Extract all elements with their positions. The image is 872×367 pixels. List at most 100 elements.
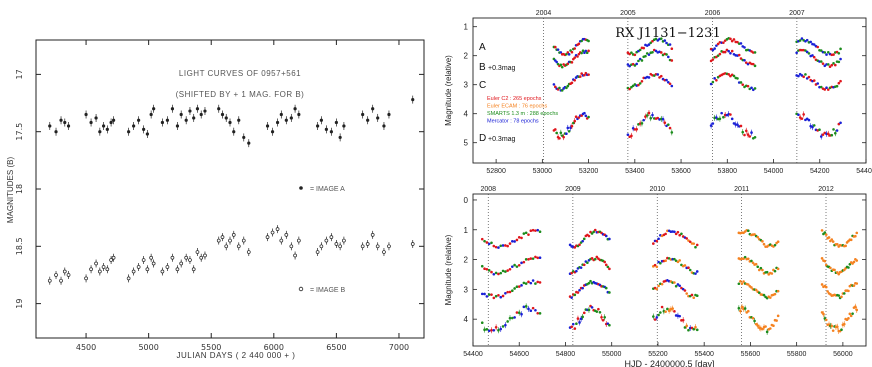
bottom-right-curve-C-point xyxy=(673,281,676,284)
left-x-tick-label: 4500 xyxy=(76,343,96,352)
bottom-right-y-tick-label: 4 xyxy=(464,315,469,324)
top-right-curve-A-point xyxy=(553,45,557,49)
image-a-point xyxy=(275,120,280,125)
bottom-right-curve-D-point xyxy=(597,307,600,311)
bottom-right-curve-C-point xyxy=(536,280,540,284)
bottom-right-curve-C-point xyxy=(604,286,608,290)
bottom-right-curve-B-point xyxy=(855,259,859,262)
image-a-point xyxy=(94,116,98,120)
top-right-curve-D-point xyxy=(736,123,739,126)
top-right-curve-A-point xyxy=(739,42,743,45)
top-right-curve-A-point xyxy=(580,39,583,43)
top-right-curve-D-point xyxy=(574,115,578,119)
bottom-right-curve-A-point xyxy=(483,239,486,243)
bottom-right-curve-C-point xyxy=(508,290,512,294)
bottom-right-curve-C-point xyxy=(497,293,500,297)
bottom-right-curve-A-point xyxy=(830,238,834,241)
bottom-right-curve-D-point xyxy=(776,314,780,318)
image-b-point xyxy=(62,269,67,274)
image-b-point xyxy=(188,258,192,262)
image-b-point xyxy=(360,244,365,249)
curve-label-d-offset: +0.3mag xyxy=(488,136,516,143)
bottom-right-curve-B-point xyxy=(683,264,687,267)
bottom-right-curve-D-point xyxy=(678,314,681,318)
top-right-curve-D-point xyxy=(670,131,674,134)
top-right-curve-C-point xyxy=(835,84,839,88)
image-a-point xyxy=(89,120,93,125)
image-b-point xyxy=(293,253,297,258)
top-right-curve-D-point xyxy=(566,126,570,130)
top-right-curve-D-point xyxy=(656,116,660,120)
bottom-right-curve-C-point xyxy=(576,291,580,294)
top-right-curve-D-point xyxy=(812,124,816,127)
top-right-curve-D-point xyxy=(741,130,745,134)
top-right-curve-A-point xyxy=(663,39,667,42)
top-right-curve-A-point xyxy=(569,49,572,52)
top-right-curve-C-point xyxy=(570,81,574,85)
bottom-right-chart: 54400 54600 54800 55000 55200 55400 55600 55800… xyxy=(444,186,867,367)
top-right-curve-A-point xyxy=(670,47,674,50)
top-right-curve-C-point xyxy=(566,84,570,88)
top-right-curve-C-point xyxy=(713,77,716,80)
image-b-point xyxy=(324,238,329,243)
top-right-curve-D-point xyxy=(584,114,588,118)
bottom-right-curve-A-point xyxy=(664,232,667,236)
bottom-right-curve-D-point xyxy=(590,306,594,309)
top-right-curve-D-point xyxy=(577,116,581,119)
top-right-curve-B-point xyxy=(709,59,713,63)
image-a-point xyxy=(137,118,141,122)
bottom-right-curve-A-point xyxy=(587,234,591,238)
top-right-curve-B-point xyxy=(584,49,588,53)
bottom-right-curve-D-point xyxy=(483,328,486,331)
bottom-right-curve-D-point xyxy=(664,310,667,313)
bottom-right-year-label: 2012 xyxy=(818,186,834,193)
image-b-point xyxy=(59,278,63,283)
bottom-right-x-tick-label: 54400 xyxy=(463,351,483,358)
bottom-right-curve-B-point xyxy=(508,267,512,271)
top-right-curve-B-point xyxy=(833,63,837,67)
top-right-curve-D-point xyxy=(835,129,839,132)
top-right-curve-C-point xyxy=(560,89,564,92)
image-a-point xyxy=(84,112,88,117)
bottom-right-curve-C-point xyxy=(855,282,859,285)
top-right-curve-A-point xyxy=(628,52,631,56)
bottom-right-curve-B-point xyxy=(606,265,610,269)
bottom-right-curve-A-point xyxy=(511,239,514,243)
top-right-curve-C-point xyxy=(659,74,663,78)
bottom-right-curve-A-point xyxy=(673,230,676,234)
image-b-point xyxy=(231,232,236,237)
bottom-right-curve-B-point xyxy=(531,257,535,260)
top-right-curve-D-point xyxy=(640,122,644,125)
bottom-right-x-tick-label: 55800 xyxy=(787,351,807,358)
top-right-curve-B-point xyxy=(823,64,827,68)
bottom-right-curve-A-point xyxy=(513,240,516,243)
top-right-year-label: 2005 xyxy=(620,10,636,17)
bottom-right-curve-B-point xyxy=(673,257,676,261)
top-right-curve-B-point xyxy=(651,50,654,54)
image-b-point xyxy=(131,269,136,274)
top-right-curve-B-point xyxy=(570,61,574,64)
top-right-curve-B-point xyxy=(730,49,734,53)
bottom-right-curve-B-point xyxy=(487,269,491,272)
bottom-right-curve-C-point xyxy=(480,292,484,296)
curve-label-b: B xyxy=(479,62,486,73)
top-right-curve-B-point xyxy=(737,53,741,57)
left-legend-label-b: = IMAGE B xyxy=(310,287,346,294)
bottom-right-curve-D-point xyxy=(764,325,767,328)
top-right-curve-A-point xyxy=(736,40,739,44)
bottom-right-curve-D-point xyxy=(570,325,573,329)
top-right-curve-B-point xyxy=(559,63,563,67)
top-right-curve-B-point xyxy=(795,51,798,55)
bottom-right-curve-D-point xyxy=(740,305,744,309)
image-b-point xyxy=(141,258,146,262)
bottom-right-curve-D-point xyxy=(520,312,523,316)
top-right-curve-C-point xyxy=(628,87,631,91)
bottom-right-curve-A-point xyxy=(695,243,699,247)
bottom-right-curve-A-point xyxy=(855,231,859,235)
bottom-right-curve-C-point xyxy=(573,293,577,297)
top-right-curve-B-point xyxy=(837,60,841,64)
bottom-right-curve-D-point xyxy=(855,308,859,312)
bottom-right-curve-C-point xyxy=(522,281,526,285)
top-right-curve-A-point xyxy=(642,46,646,50)
top-right-curve-D-point xyxy=(630,134,633,138)
